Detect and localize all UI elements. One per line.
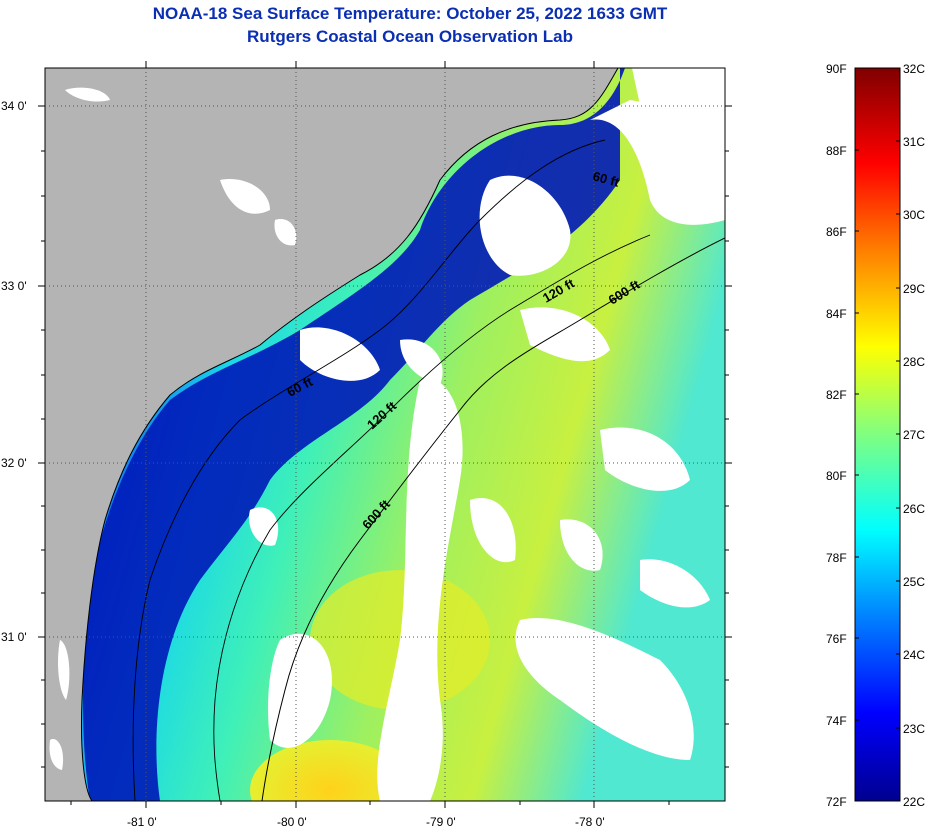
colorbar-f-label: 72F [826, 795, 847, 809]
colorbar-c-label: 28C [903, 355, 925, 369]
colorbar-c-label: 26C [903, 502, 925, 516]
cloud-mask [400, 339, 443, 385]
contour-120ft [213, 234, 651, 801]
colorbar-c-label: 31C [903, 135, 925, 149]
colorbar-f-label: 74F [826, 714, 847, 728]
lon-label: -81 0' [127, 815, 157, 829]
colorbar-f-label: 82F [826, 388, 847, 402]
coastline [80, 68, 619, 801]
lon-label: -78 0' [575, 815, 605, 829]
cloud-mask [274, 219, 297, 246]
colorbar-f-label: 88F [826, 144, 847, 158]
cloud-mask [640, 559, 710, 608]
cloud-mask [560, 519, 603, 571]
colorbar-c-label: 27C [903, 428, 925, 442]
lon-label: -80 0' [277, 815, 307, 829]
cloud-mask [268, 633, 332, 748]
colorbar-f-label: 80F [826, 469, 847, 483]
lat-label: 33 0' [1, 279, 27, 293]
cloud-mask [49, 739, 64, 770]
contour-60ft [132, 139, 606, 801]
contour-600ft [261, 237, 725, 801]
lat-label: 31 0' [1, 630, 27, 644]
cloud-mask [300, 327, 380, 381]
colorbar-ticks [855, 67, 900, 802]
colorbar-c-label: 29C [903, 282, 925, 296]
colorbar-c-label: 24C [903, 648, 925, 662]
sst-map: 34 0' 33 0' 32 0' 31 0' -81 0' -80 0' -7… [1, 61, 732, 829]
lon-label: -79 0' [426, 815, 456, 829]
colorbar-gradient [854, 67, 901, 802]
colorbar-f-label: 78F [826, 551, 847, 565]
graticule [45, 68, 725, 801]
colorbar-f-label: 76F [826, 632, 847, 646]
lat-label: 34 0' [1, 99, 27, 113]
cloud-mask [520, 307, 610, 362]
colorbar-f-label: 86F [826, 225, 847, 239]
colorbar-c-label: 32C [903, 62, 925, 76]
ticks [38, 61, 732, 808]
cloud-mask [377, 378, 463, 801]
land-mass [45, 68, 618, 801]
map-title: NOAA-18 Sea Surface Temperature: October… [152, 4, 668, 23]
cloud-mask [479, 175, 571, 276]
cloud-mask [220, 179, 270, 214]
cloud-mask [65, 87, 110, 102]
map-frame [44, 67, 726, 802]
colorbar-c-label: 23C [903, 722, 925, 736]
cloud-mask [590, 100, 725, 225]
colorbar-c-label: 25C [903, 575, 925, 589]
colorbar-f-label: 90F [826, 62, 847, 76]
colorbar-c-label: 30C [903, 208, 925, 222]
lat-label: 32 0' [1, 456, 27, 470]
warm-water-patch [250, 740, 410, 801]
cloud-mask [58, 640, 70, 700]
cloud-mask [470, 498, 516, 563]
map-subtitle: Rutgers Coastal Ocean Observation Lab [247, 27, 573, 46]
colorbar-f-label: 84F [826, 307, 847, 321]
cloud-mask [249, 507, 279, 546]
colorbar: 90F 88F 86F 84F 82F 80F 78F 76F 74F 72F … [826, 62, 925, 809]
land-northeast [632, 68, 725, 113]
cloud-mask [515, 618, 694, 760]
colorbar-c-label: 22C [903, 795, 925, 809]
contour-label-60ft: 60 ft [591, 168, 621, 190]
cloud-mask [600, 427, 690, 491]
